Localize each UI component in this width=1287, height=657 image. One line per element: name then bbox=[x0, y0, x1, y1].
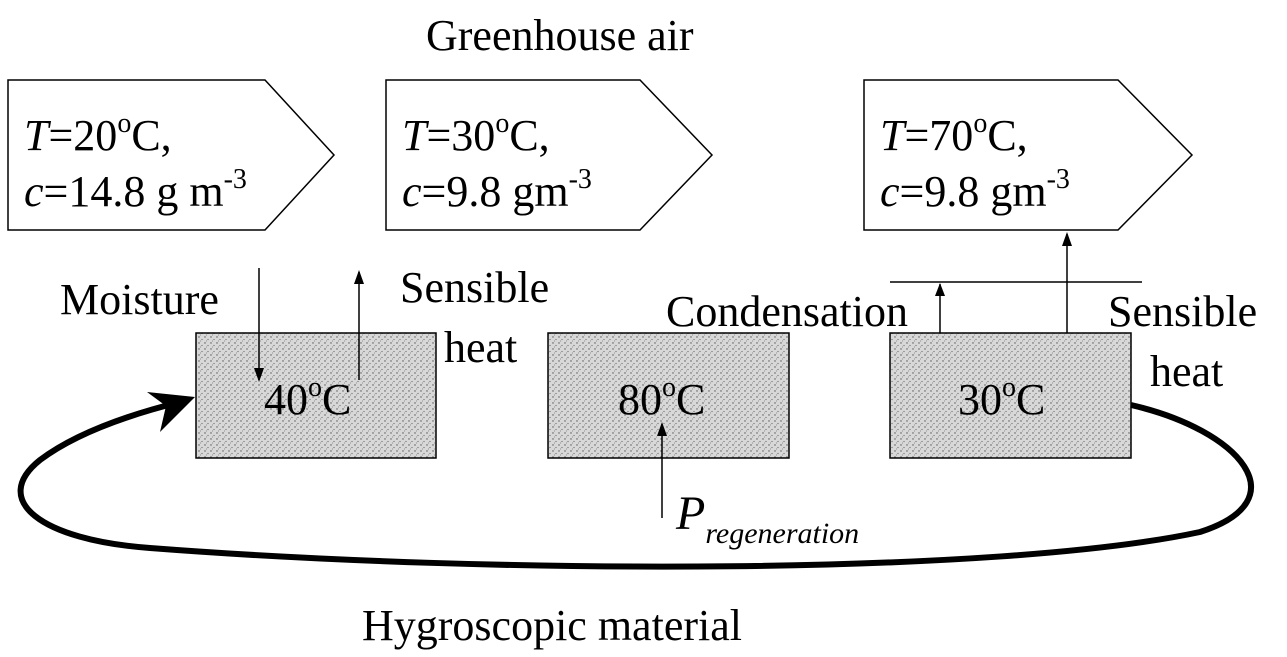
conc-value-3: =9.8 gm bbox=[899, 167, 1047, 216]
material-temp-degree-3: o bbox=[1002, 372, 1016, 403]
material-block-1 bbox=[195, 332, 437, 459]
material-temp-3: 30oC bbox=[958, 374, 1046, 424]
air-state-text-3: T=70oC, c=9.8 gm-3 bbox=[880, 110, 1070, 226]
sensible-heat-label-2a: Sensible bbox=[1108, 287, 1258, 336]
temp-unit-3: C, bbox=[987, 111, 1028, 160]
material-temp-1: 40oC bbox=[264, 374, 352, 424]
temp-unit-1: C, bbox=[131, 111, 172, 160]
sensible-heat-label-1a: Sensible bbox=[400, 263, 550, 312]
sensible-heat-arrowhead-2 bbox=[1062, 232, 1072, 246]
material-temp-2: 80oC bbox=[618, 374, 706, 424]
conc-value-2: =9.8 gm bbox=[421, 167, 569, 216]
temp-var-2: T bbox=[402, 111, 427, 160]
condensation-label: Condensation bbox=[666, 287, 908, 336]
temp-value-1: =20 bbox=[48, 111, 118, 160]
material-temp-unit-3: C bbox=[1016, 375, 1046, 424]
air-state-box-1 bbox=[7, 79, 336, 231]
temp-value-3: =70 bbox=[904, 111, 974, 160]
temp-degree-2: o bbox=[495, 108, 510, 139]
conc-var-3: c bbox=[880, 167, 900, 216]
temp-value-2: =30 bbox=[426, 111, 496, 160]
regeneration-arrowhead bbox=[657, 422, 667, 436]
temp-degree-1: o bbox=[117, 108, 132, 139]
temp-var-1: T bbox=[24, 111, 49, 160]
air-state-text-2: T=30oC, c=9.8 gm-3 bbox=[402, 110, 592, 226]
conc-value-1: =14.8 g m bbox=[43, 167, 224, 216]
material-temp-degree-1: o bbox=[308, 372, 322, 403]
material-temp-unit-1: C bbox=[322, 375, 352, 424]
conc-var-2: c bbox=[402, 167, 422, 216]
regeneration-power-label: Pregeneration bbox=[676, 486, 859, 550]
material-temp-value-3: 30 bbox=[958, 375, 1002, 424]
air-state-box-3 bbox=[863, 79, 1194, 231]
conc-var-1: c bbox=[24, 167, 44, 216]
conc-exp-3: -3 bbox=[1046, 164, 1070, 195]
sensible-heat-arrowhead-1 bbox=[354, 270, 364, 284]
temp-degree-3: o bbox=[973, 108, 988, 139]
diagram-title: Greenhouse air bbox=[426, 11, 694, 60]
material-temp-unit-2: C bbox=[676, 375, 706, 424]
sensible-heat-label-1b: heat bbox=[444, 323, 518, 372]
conc-exp-2: -3 bbox=[568, 164, 592, 195]
material-block-2 bbox=[547, 332, 790, 459]
temp-var-3: T bbox=[880, 111, 905, 160]
moisture-label: Moisture bbox=[60, 275, 219, 324]
sensible-heat-label-2b: heat bbox=[1150, 347, 1224, 396]
air-state-text-1: T=20oC, c=14.8 g m-3 bbox=[24, 110, 247, 226]
temp-unit-2: C, bbox=[509, 111, 550, 160]
power-subscript: regeneration bbox=[705, 517, 860, 550]
condensation-arrowhead bbox=[935, 283, 945, 296]
conc-exp-1: -3 bbox=[223, 164, 247, 195]
material-temp-value-1: 40 bbox=[264, 375, 308, 424]
material-loop bbox=[17, 399, 1254, 570]
air-state-box-2 bbox=[385, 79, 714, 231]
power-symbol: P bbox=[676, 487, 706, 540]
material-temp-value-2: 80 bbox=[618, 375, 662, 424]
material-temp-degree-2: o bbox=[662, 372, 676, 403]
material-loop-arrowhead bbox=[147, 392, 195, 432]
hygroscopic-material-label: Hygroscopic material bbox=[362, 601, 742, 650]
material-block-3 bbox=[889, 332, 1132, 459]
moisture-arrowhead bbox=[254, 368, 264, 382]
